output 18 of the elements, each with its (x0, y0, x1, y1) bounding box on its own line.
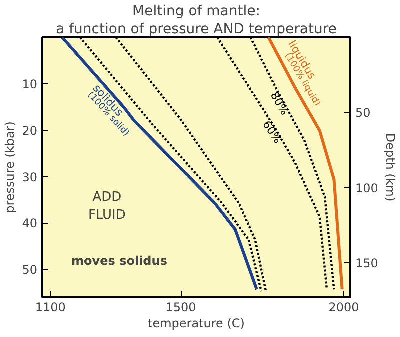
y-tick-label: 40 (22, 216, 38, 231)
annotation: moves solidus (72, 254, 168, 268)
x-tick-label: 1500 (166, 300, 196, 314)
y-tick-label: 10 (22, 77, 38, 92)
y-tick-label: 50 (22, 263, 38, 278)
y2-axis-title: Depth (km) (383, 133, 398, 202)
y2-tick-label: 100 (356, 181, 378, 196)
chart-title: Melting of mantle: (132, 4, 260, 20)
x-tick-label: 2000 (328, 300, 360, 314)
chart-subtitle: a function of pressure AND temperature (56, 22, 337, 38)
y-tick-label: 20 (22, 124, 38, 138)
y-tick-label: 30 (22, 170, 38, 184)
x-axis-title: temperature (C) (148, 316, 245, 330)
annotation: ADD FLUID (88, 190, 126, 223)
y-axis-title: pressure (kbar) (3, 122, 18, 214)
y2-tick-label: 50 (356, 106, 371, 120)
x-tick-label: 1100 (35, 300, 66, 314)
y2-tick-label: 150 (356, 256, 378, 270)
